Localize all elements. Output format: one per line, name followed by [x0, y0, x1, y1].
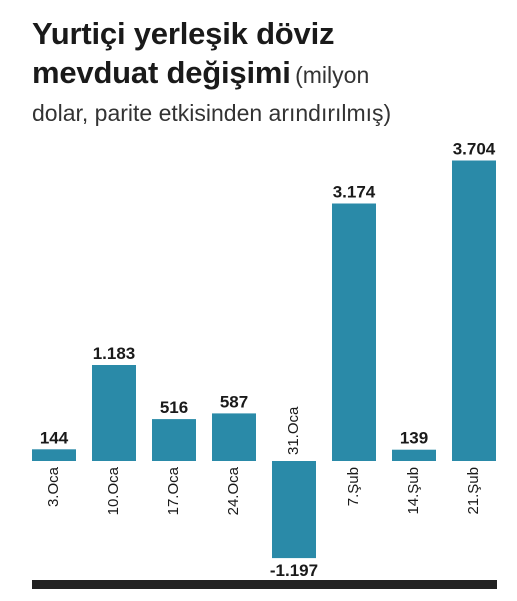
category-label: 17.Oca [165, 466, 182, 515]
bottom-rule [32, 580, 497, 589]
category-label: 10.Oca [105, 466, 122, 515]
category-label: 21.Şub [465, 467, 482, 515]
bar-31.Oca [272, 461, 316, 559]
value-label: 1.183 [93, 344, 136, 363]
category-label: 7.Şub [345, 467, 362, 506]
chart-title: Yurtiçi yerleşik döviz mevduat değişimi … [32, 14, 512, 128]
bar-17.Oca [152, 419, 196, 461]
category-label: 24.Oca [225, 466, 242, 515]
bar-24.Oca [212, 413, 256, 461]
value-label: 516 [160, 398, 188, 417]
value-label: 3.174 [333, 183, 376, 202]
value-label: 144 [40, 428, 69, 447]
bar-10.Oca [92, 365, 136, 461]
category-label: 14.Şub [405, 467, 422, 515]
value-label: 587 [220, 392, 248, 411]
title-line-1: Yurtiçi yerleşik döviz [32, 16, 335, 51]
bar-7.Şub [332, 203, 376, 461]
title-line-2: mevduat değişimi (milyon [32, 54, 512, 98]
bar-21.Şub [452, 160, 496, 461]
title-bold-part: mevduat değişimi [32, 55, 291, 90]
category-label: 3.Oca [45, 466, 62, 507]
bar-3.Oca [32, 449, 76, 461]
title-light-part: (milyon [295, 62, 370, 88]
value-label: -1.197 [270, 561, 318, 580]
title-line-3: dolar, parite etkisinden arındırılmış) [32, 100, 392, 126]
category-label: 31.Oca [285, 406, 302, 455]
bar-14.Şub [392, 449, 436, 461]
value-label: 3.704 [453, 140, 496, 159]
value-label: 139 [400, 429, 428, 448]
